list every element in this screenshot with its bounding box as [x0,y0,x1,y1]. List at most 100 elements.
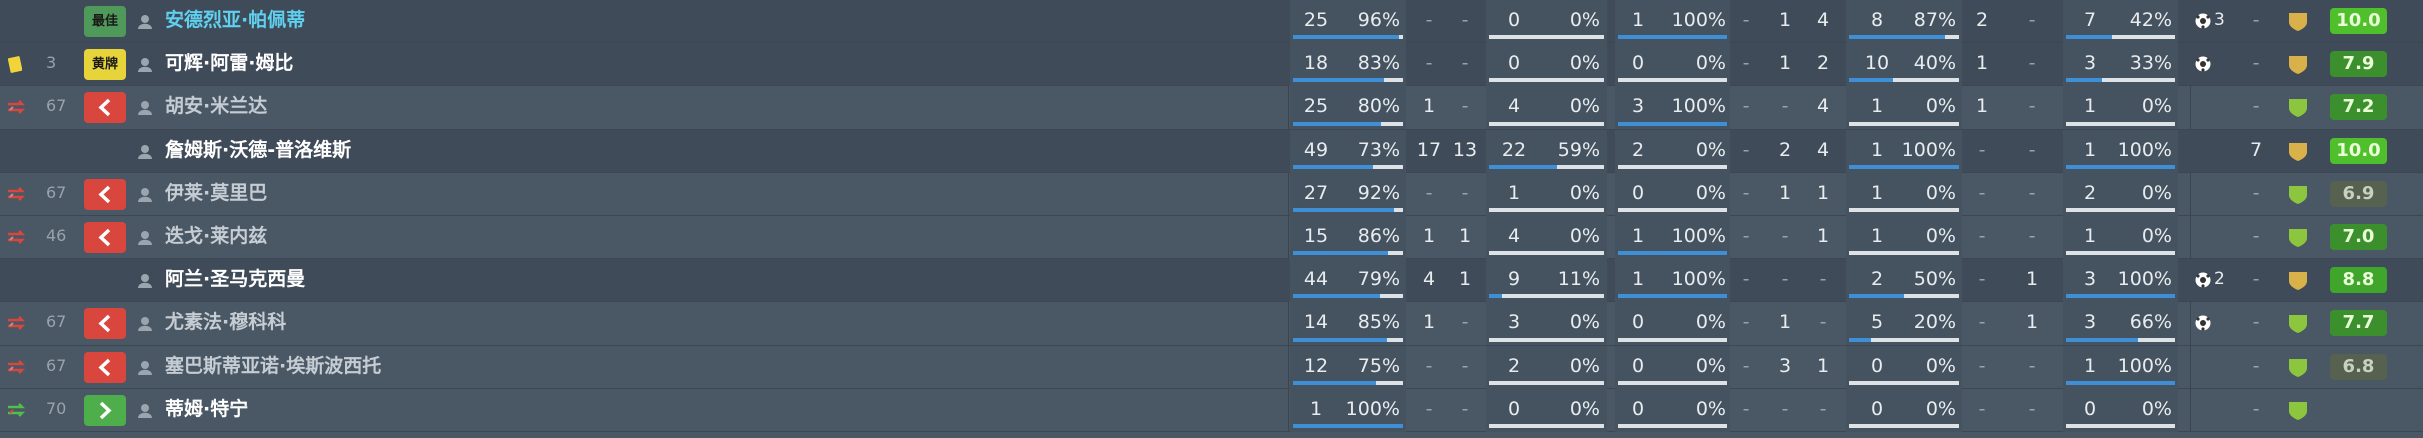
stat-count: 1 [1631,9,1645,31]
stat-percent: 0% [1695,354,1726,377]
percent-bar-rest [1618,380,1727,385]
status-badge: 最佳 [84,6,126,37]
stat-percent: 80% [1357,95,1400,118]
rating: 7.0 [2330,224,2387,250]
percent-bar-rest [1381,121,1403,126]
player-row: 46 迭戈·莱内兹 15 86% 4 0% 1 100% 1 0% 1 0% 1 1- -1- - -7.0 [0,216,2423,260]
stat-value: 17 [1416,138,1442,161]
person-icon [137,402,153,418]
minute: 3 [46,53,57,73]
stat-value: - [1742,181,1750,204]
stat-value: - [2252,181,2260,204]
substitution-icon [6,401,28,419]
minute: 67 [46,355,67,375]
percent-bar-rest [1618,207,1727,212]
stat-count: 1 [1870,225,1884,247]
stat-value: - [1425,181,1433,204]
stat-count: 0 [2083,397,2097,420]
stat-percent: 100% [2117,138,2172,161]
yellow-card [7,56,23,74]
stat-value: - [1425,397,1433,420]
shirt-icon-svg [2289,142,2307,161]
stat-count: 2 [1631,138,1645,161]
status-badge [84,178,126,210]
percent-bar-rest [1398,35,1403,40]
percent-bar [2066,35,2112,40]
stat-count: 0 [1631,52,1645,75]
stat-percent: 0% [1925,225,1956,247]
stat-value: - [1461,354,1469,377]
stat-value: - [1781,95,1789,118]
status-badge [84,222,126,253]
shirt-icon [2287,269,2309,291]
stat-value: - [1425,9,1433,31]
goal-icon-svg [2195,272,2211,288]
shirt-icon [2287,399,2309,421]
percent-bar-rest [1871,337,1959,342]
stat-value: - [2028,95,2036,118]
shirt-icon-svg [2289,315,2307,334]
stat-count: 1 [1870,181,1884,204]
stat-count: 0 [1631,311,1645,334]
stat-value: - [2028,181,2036,204]
stat-count: 18 [1303,52,1329,75]
percent-bar-rest [2066,423,2175,428]
stat-value: - [1819,268,1827,291]
rating: 10.0 [2330,137,2387,164]
stat-count: 0 [1870,354,1884,377]
rating: 8.8 [2330,267,2387,294]
minute: 70 [46,398,67,418]
stat-count: 1 [1309,397,1323,420]
person-icon [137,186,153,202]
percent-bar-rest [1904,294,1959,299]
stat-value: 13 [1452,138,1478,161]
stat-percent: 66% [2129,311,2172,334]
shirt-icon-svg [2289,99,2307,118]
stat-count: 27 [1303,181,1329,204]
percent-bar-rest [1849,121,1959,126]
percent-bar-rest [1386,337,1403,342]
player-name: 尤素法·穆科科 [165,311,287,334]
percent-bar-rest [1489,78,1604,83]
substitution-icon [6,228,28,246]
person-icon-svg [138,58,152,73]
player-name: 塞巴斯蒂亚诺·埃斯波西托 [165,354,382,377]
shirt-icon [2287,312,2309,334]
percent-bar-rest [1849,251,1959,256]
rating: 7.9 [2330,51,2387,78]
stat-value: 4 [1422,268,1436,291]
stat-percent: 0% [2141,181,2172,204]
status-badge [84,308,126,340]
chevron [98,185,111,204]
percent-bar [1849,337,1871,342]
stat-value: - [2252,354,2260,377]
stat-value: - [2252,225,2260,247]
stat-percent: 0% [1925,95,1956,118]
stat-value: 1 [1778,52,1792,75]
stat-value: - [1978,225,1986,247]
stat-value: 7 [2249,138,2263,161]
yellow-card-svg [7,56,23,74]
player-row: 67 伊莱·莫里巴 27 92% 1 0% 0 0% 1 0% 2 0% - - -1 1- - -6.9 [0,172,2423,216]
stat-value: 1 [2025,311,2039,334]
stat-value: 2 [1975,9,1989,31]
percent-bar-rest [1489,251,1604,256]
stat-count: 44 [1303,268,1329,291]
rating: 6.8 [2330,353,2387,380]
percent-bar-rest [1489,423,1604,428]
player-name: 蒂姆·特宁 [165,397,249,420]
player-row: 3 黄牌 可辉·阿雷·姆比 18 83% 0 0% 0 0% 10 40% 3 33% - - - 1 2 1 - - 7… [0,43,2423,87]
substitution-icon-svg [8,186,26,201]
stat-count: 1 [2083,95,2097,118]
stat-count: 0 [1507,52,1521,75]
person-icon-svg [138,231,152,245]
stat-value: - [2028,397,2036,420]
shirt-icon-svg [2289,401,2307,420]
percent-bar-rest [1379,294,1403,299]
player-row: 67 尤素法·穆科科 14 85% 3 0% 0 0% 5 20% 3 66% 1 - - 1 - - 1 - 7.7 [0,302,2423,346]
stat-value: - [1978,181,1986,204]
player-name: 胡安·米兰达 [165,95,268,118]
stat-percent: 0% [1569,9,1600,31]
person-icon-svg [138,101,152,116]
person-icon-svg [138,144,152,159]
